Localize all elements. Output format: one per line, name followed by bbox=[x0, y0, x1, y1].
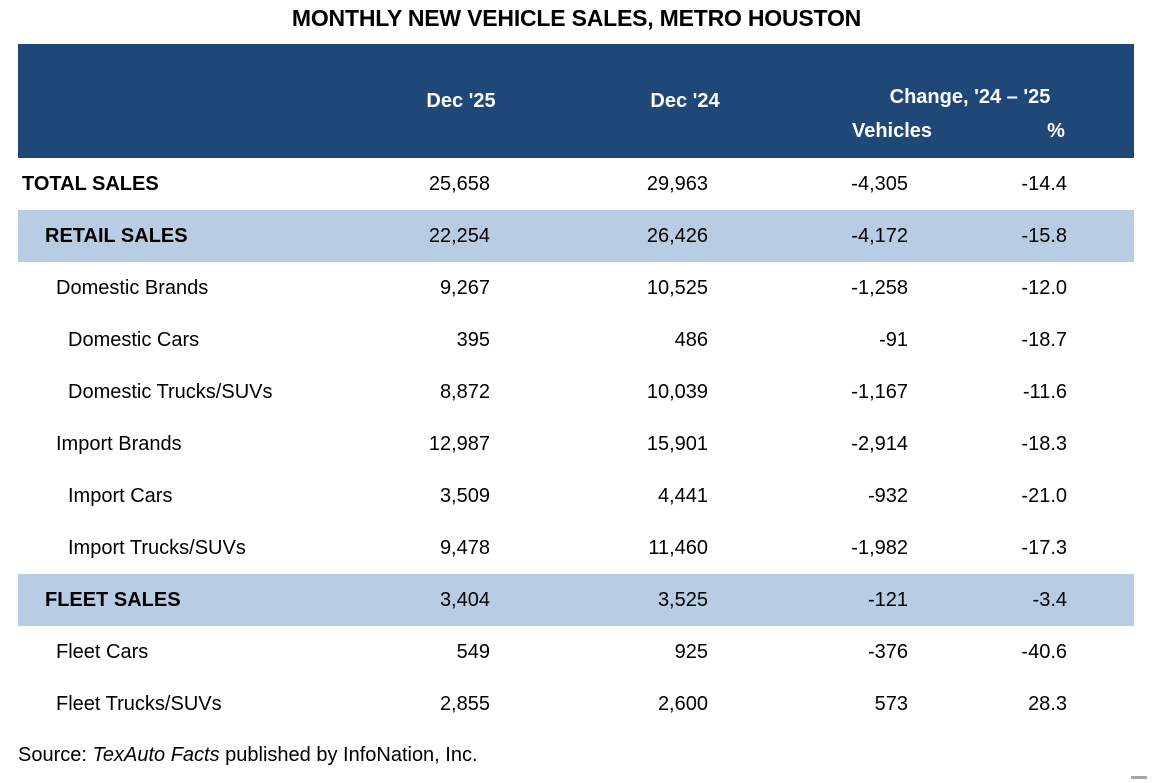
dec25-value: 549 bbox=[456, 640, 490, 663]
dec24-value: 486 bbox=[674, 328, 708, 351]
row-label: Domestic Trucks/SUVs bbox=[68, 380, 273, 403]
change-vehicles-value: -1,982 bbox=[851, 536, 908, 559]
row-label: FLEET SALES bbox=[45, 588, 181, 611]
dec25-value: 2,855 bbox=[439, 692, 490, 715]
table-row-retail-sales: RETAIL SALES 22,254 26,426 -4,172 -15.8 bbox=[18, 210, 1134, 262]
table-header: Dec '25 Dec '24 Change, '24 – '25 Vehicl… bbox=[18, 44, 1134, 158]
change-vehicles-value: -91 bbox=[879, 328, 908, 351]
source-prefix: Source: bbox=[18, 744, 93, 766]
column-header-change-vehicles: Vehicles bbox=[851, 120, 933, 142]
column-header-change-group: Change, '24 – '25 bbox=[889, 86, 1051, 108]
change-percent-value: -17.3 bbox=[1021, 536, 1067, 559]
change-percent-value: -40.6 bbox=[1021, 640, 1067, 663]
source-note: Source: TexAuto Facts published by InfoN… bbox=[18, 744, 478, 767]
change-vehicles-value: -1,258 bbox=[851, 276, 908, 299]
dec24-value: 11,460 bbox=[648, 536, 708, 559]
dec25-value: 22,254 bbox=[428, 224, 490, 247]
column-header-change-percent: % bbox=[1047, 120, 1065, 142]
row-label: RETAIL SALES bbox=[45, 224, 188, 247]
change-percent-value: -15.8 bbox=[1021, 224, 1067, 247]
table-row-domestic-trucks-suvs: Domestic Trucks/SUVs 8,872 10,039 -1,167… bbox=[18, 366, 1134, 418]
change-vehicles-value: -4,172 bbox=[851, 224, 908, 247]
dec25-value: 3,509 bbox=[439, 484, 490, 507]
change-percent-value: -18.7 bbox=[1021, 328, 1067, 351]
change-vehicles-value: -2,914 bbox=[851, 432, 908, 455]
change-vehicles-value: 573 bbox=[874, 692, 908, 715]
dec25-value: 395 bbox=[456, 328, 490, 351]
row-label: Import Cars bbox=[68, 484, 173, 507]
table-row-fleet-trucks-suvs: Fleet Trucks/SUVs 2,855 2,600 573 28.3 bbox=[18, 678, 1134, 730]
dec24-value: 925 bbox=[674, 640, 708, 663]
source-suffix: published by InfoNation, Inc. bbox=[219, 744, 478, 766]
column-header-dec24: Dec '24 bbox=[650, 89, 720, 112]
row-label: Fleet Trucks/SUVs bbox=[56, 692, 222, 715]
row-label: Import Trucks/SUVs bbox=[68, 536, 246, 559]
dec24-value: 2,600 bbox=[657, 692, 708, 715]
row-label: TOTAL SALES bbox=[22, 172, 159, 195]
dec25-value: 25,658 bbox=[428, 172, 490, 195]
dec25-value: 9,478 bbox=[439, 536, 490, 559]
table-row-import-brands: Import Brands 12,987 15,901 -2,914 -18.3 bbox=[18, 418, 1134, 470]
table-row-import-trucks-suvs: Import Trucks/SUVs 9,478 11,460 -1,982 -… bbox=[18, 522, 1134, 574]
table-row-total-sales: TOTAL SALES 25,658 29,963 -4,305 -14.4 bbox=[18, 158, 1134, 210]
dec25-value: 9,267 bbox=[439, 276, 490, 299]
dec24-value: 26,426 bbox=[646, 224, 708, 247]
dec24-value: 10,039 bbox=[646, 380, 708, 403]
dec24-value: 29,963 bbox=[646, 172, 708, 195]
dec24-value: 15,901 bbox=[646, 432, 708, 455]
source-publication: TexAuto Facts bbox=[92, 744, 220, 766]
dec25-value: 8,872 bbox=[439, 380, 490, 403]
change-vehicles-value: -4,305 bbox=[851, 172, 908, 195]
dec24-value: 3,525 bbox=[657, 588, 708, 611]
change-vehicles-value: -932 bbox=[867, 484, 908, 507]
change-vehicles-value: -1,167 bbox=[851, 380, 908, 403]
corner-fragment bbox=[1131, 776, 1147, 779]
dec24-value: 10,525 bbox=[646, 276, 708, 299]
change-percent-value: -12.0 bbox=[1021, 276, 1067, 299]
change-percent-value: -3.4 bbox=[1032, 588, 1067, 611]
sales-table: Dec '25 Dec '24 Change, '24 – '25 Vehicl… bbox=[18, 44, 1134, 730]
table-row-domestic-brands: Domestic Brands 9,267 10,525 -1,258 -12.… bbox=[18, 262, 1134, 314]
column-header-dec25: Dec '25 bbox=[426, 89, 496, 112]
change-percent-value: -14.4 bbox=[1021, 172, 1067, 195]
dec25-value: 3,404 bbox=[439, 588, 490, 611]
table-row-fleet-sales: FLEET SALES 3,404 3,525 -121 -3.4 bbox=[18, 574, 1134, 626]
row-label: Import Brands bbox=[56, 432, 182, 455]
table-row-fleet-cars: Fleet Cars 549 925 -376 -40.6 bbox=[18, 626, 1134, 678]
change-percent-value: 28.3 bbox=[1028, 692, 1067, 715]
table-row-domestic-cars: Domestic Cars 395 486 -91 -18.7 bbox=[18, 314, 1134, 366]
row-label: Fleet Cars bbox=[56, 640, 149, 663]
dec25-value: 12,987 bbox=[428, 432, 490, 455]
row-label: Domestic Brands bbox=[56, 276, 209, 299]
table-row-import-cars: Import Cars 3,509 4,441 -932 -21.0 bbox=[18, 470, 1134, 522]
change-percent-value: -21.0 bbox=[1021, 484, 1067, 507]
change-percent-value: -11.6 bbox=[1022, 380, 1067, 403]
dec24-value: 4,441 bbox=[657, 484, 708, 507]
page-title: MONTHLY NEW VEHICLE SALES, METRO HOUSTON bbox=[291, 5, 862, 31]
change-vehicles-value: -376 bbox=[867, 640, 908, 663]
header-corner-cell bbox=[18, 44, 358, 158]
change-vehicles-value: -121 bbox=[867, 588, 908, 611]
change-percent-value: -18.3 bbox=[1021, 432, 1067, 455]
row-label: Domestic Cars bbox=[68, 328, 200, 351]
